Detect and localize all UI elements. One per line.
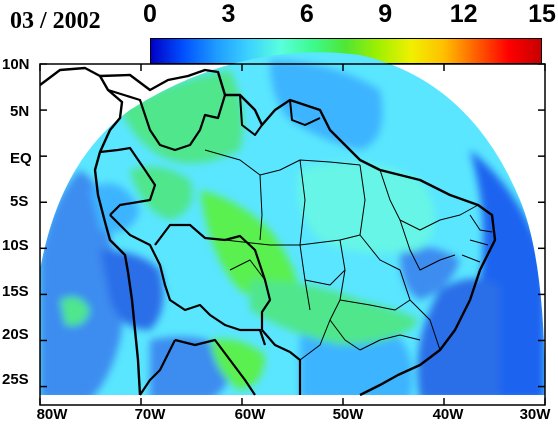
border-colombia-venezuela [107, 88, 227, 152]
field-patch [90, 183, 140, 233]
field-patch [297, 162, 435, 254]
x-tick-label: 60W [234, 406, 266, 423]
x-tick-label: 70W [134, 406, 166, 423]
field-patch [60, 296, 90, 326]
field-patch [270, 60, 383, 150]
border-colombia-peru [99, 146, 157, 216]
y-tick-marks [40, 63, 545, 388]
state-border [204, 149, 361, 176]
border-chile-argentina [139, 339, 176, 396]
state-border [304, 269, 346, 286]
y-tick-label: 5N [10, 103, 30, 120]
border-brazil-peru [154, 223, 226, 246]
y-tick-label: EQ [10, 150, 32, 167]
plot-frame [39, 63, 546, 406]
field-patch [120, 70, 244, 164]
colorbar-tick-labels: 0 3 6 9 12 15 [143, 0, 556, 34]
field-patch [130, 166, 193, 220]
field-patch [417, 278, 500, 396]
x-tick-label: 30W [519, 406, 551, 423]
y-tick-label: 15S [2, 283, 29, 300]
state-border [399, 269, 441, 351]
colorbar-tick-label: 12 [449, 0, 478, 28]
coastline-east [99, 68, 497, 397]
axes [39, 63, 546, 406]
x-tick-label: 50W [332, 406, 364, 423]
state-border [299, 159, 311, 311]
state-border [299, 319, 331, 361]
state-border [339, 299, 411, 311]
x-tick-label: 40W [432, 406, 464, 423]
colorbar-tick-label: 6 [299, 0, 314, 28]
border-peru-bolivia [109, 214, 267, 346]
colorbar-tick-label: 15 [528, 0, 556, 28]
colorbar-tick-label: 3 [221, 0, 236, 28]
border-guyana [239, 94, 263, 136]
state-border [229, 259, 266, 281]
y-tick-label: 10S [2, 237, 29, 254]
y-tick-label: 25S [2, 371, 29, 388]
state-border [399, 219, 456, 271]
state-border [259, 174, 263, 241]
chart-title: 03 / 2002 [10, 8, 101, 34]
colorbar-tick-label: 0 [143, 0, 157, 28]
y-tick-label: 5S [10, 193, 29, 210]
state-border [359, 334, 421, 351]
country-borders [39, 66, 497, 397]
state-border [329, 239, 361, 351]
state-border [461, 214, 493, 263]
border-paraguay [261, 329, 302, 395]
colorbar-tick-label: 9 [378, 0, 393, 28]
field-patch [250, 280, 420, 345]
x-tick-label: 80W [36, 406, 68, 423]
x-tick-marks [39, 64, 546, 405]
field-patch [150, 336, 233, 396]
y-tick-label: 10N [2, 56, 30, 73]
state-border [359, 164, 401, 271]
y-tick-label: 20S [2, 326, 29, 343]
state-border [379, 169, 479, 231]
border-argentina [174, 338, 256, 396]
border-suriname [289, 99, 321, 126]
